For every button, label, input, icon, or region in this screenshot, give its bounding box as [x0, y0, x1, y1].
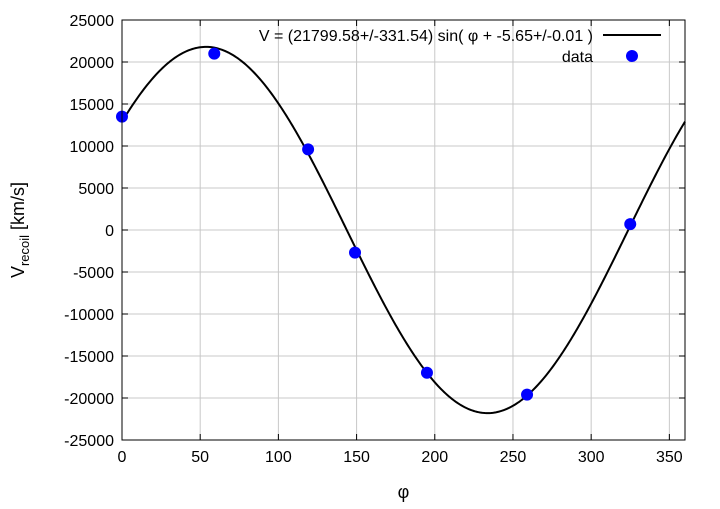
x-tick-label: 150: [343, 449, 370, 466]
legend: V = (21799.58+/-331.54) sin( φ + -5.65+/…: [259, 28, 661, 66]
x-tick-label: 50: [191, 449, 209, 466]
data-point: [349, 246, 362, 259]
x-tick-label: 300: [578, 449, 605, 466]
y-tick-label: -15000: [64, 349, 114, 366]
x-tick-label: 100: [265, 449, 292, 466]
y-tick-label: 0: [105, 223, 114, 240]
data-point: [302, 143, 315, 156]
y-axis-title: Vrecoil [km/s]: [8, 182, 32, 278]
data-point: [624, 218, 637, 231]
y-axis-title-main: V: [8, 266, 28, 278]
y-tick-labels: -25000 -20000 -15000 -10000 -5000 0 5000 10000 1…: [64, 13, 114, 450]
x-axis-title: φ: [398, 482, 410, 502]
x-tick-label: 250: [500, 449, 527, 466]
y-tick-label: -10000: [64, 307, 114, 324]
y-tick-label: -5000: [73, 265, 114, 282]
y-tick-label: 10000: [70, 139, 115, 156]
y-axis-title-subscript: recoil: [17, 235, 32, 266]
y-tick-label: 20000: [70, 55, 115, 72]
data-point: [208, 47, 221, 60]
y-tick-label: 5000: [78, 181, 114, 198]
x-tick-label: 0: [118, 449, 127, 466]
y-tick-label: 25000: [70, 13, 115, 30]
data-point: [420, 366, 433, 379]
x-tick-label: 350: [656, 449, 683, 466]
x-tick-label: 200: [421, 449, 448, 466]
data-point: [521, 388, 534, 401]
y-axis-title-unit: [km/s]: [8, 182, 28, 235]
y-tick-label: 15000: [70, 97, 115, 114]
legend-fit-label: V = (21799.58+/-331.54) sin( φ + -5.65+/…: [259, 28, 593, 45]
legend-data-marker: [626, 50, 638, 62]
y-tick-label: -25000: [64, 433, 114, 450]
grid: [122, 20, 685, 440]
x-tick-labels: 0 50 100 150 200 250 300 350: [118, 449, 683, 466]
y-tick-label: -20000: [64, 391, 114, 408]
legend-data-label: data: [562, 49, 593, 66]
ticks: [121, 19, 685, 441]
